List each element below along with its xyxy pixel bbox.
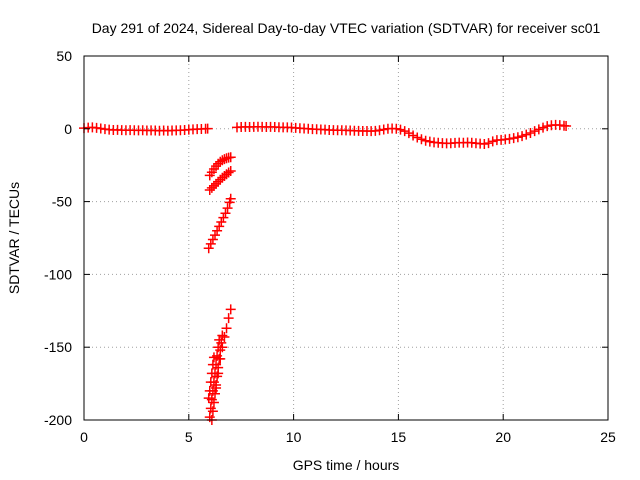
data-point [210,230,220,241]
axis-ticks: 0 5 10 15 20 25 -200 -150 -100 -50 0 50 [44,48,616,445]
data-point [408,130,419,141]
x-tick-label: 0 [80,429,88,445]
data-point [225,152,236,163]
data-point [521,129,532,140]
data-point [538,122,549,133]
data-point [223,167,234,178]
data-point [487,136,498,147]
data-point [215,353,226,364]
data-point [508,133,519,144]
data-point [220,208,231,219]
data-point [391,123,402,134]
series-steep-c [211,304,236,393]
data-point [218,212,229,223]
series-arc-upper [204,152,236,181]
grid-lines [84,56,608,420]
x-tick-label: 5 [185,429,193,445]
data-point [208,397,219,408]
data-point [517,131,528,142]
data-point [207,359,218,370]
data-point [225,304,236,315]
y-tick-label: -50 [52,194,72,210]
data-point [216,337,227,348]
data-point [219,332,230,343]
data-point [219,154,230,165]
x-tick-label: 25 [600,429,616,445]
data-point [205,377,216,388]
data-point [207,406,218,417]
data-point [202,123,213,134]
x-tick-label: 20 [495,429,511,445]
y-tick-label: 0 [64,121,72,137]
data-point [542,121,553,132]
y-tick-label: 50 [56,48,72,64]
data-point [217,155,228,166]
series-arc-lower [203,193,236,254]
y-tick-label: -200 [44,412,72,428]
data-point [221,323,232,334]
data-point [203,393,214,404]
data-point [222,203,233,214]
data-point [211,161,222,172]
data-point [217,342,228,353]
data-point [211,382,222,393]
data-point [225,193,236,204]
x-axis-label: GPS time / hours [293,457,400,473]
data-point [205,238,216,249]
x-tick-label: 10 [286,429,302,445]
data-point [214,221,225,232]
data-point [208,352,219,363]
y-tick-label: -150 [44,339,72,355]
data-point [206,368,217,379]
data-point [207,234,218,245]
data-point [212,225,223,236]
chart-title: Day 291 of 2024, Sidereal Day-to-day VTE… [92,20,601,36]
data-point [483,138,494,149]
data-point [216,216,227,227]
data-point [223,313,234,324]
data-points [79,119,572,425]
series-steep-d [203,352,219,404]
data-point [412,132,423,143]
data-point [395,124,406,135]
data-point [225,166,236,177]
data-point [416,134,427,145]
data-point [217,330,228,341]
data-point [561,121,572,132]
plot-frame [83,55,609,421]
data-point [210,388,220,399]
x-tick-label: 15 [391,429,407,445]
y-tick-label: -100 [44,266,72,282]
series-main [79,119,572,149]
data-point [529,126,540,137]
data-point [399,126,410,137]
data-point [525,128,536,139]
data-point [533,124,544,135]
data-point [204,385,215,396]
data-point [403,128,414,139]
series-arc-middle [204,166,236,195]
data-point [203,243,214,254]
data-point [512,132,523,143]
y-axis-label: SDTVAR / TECUs [6,182,22,294]
data-point [420,135,431,146]
data-point [479,138,490,149]
